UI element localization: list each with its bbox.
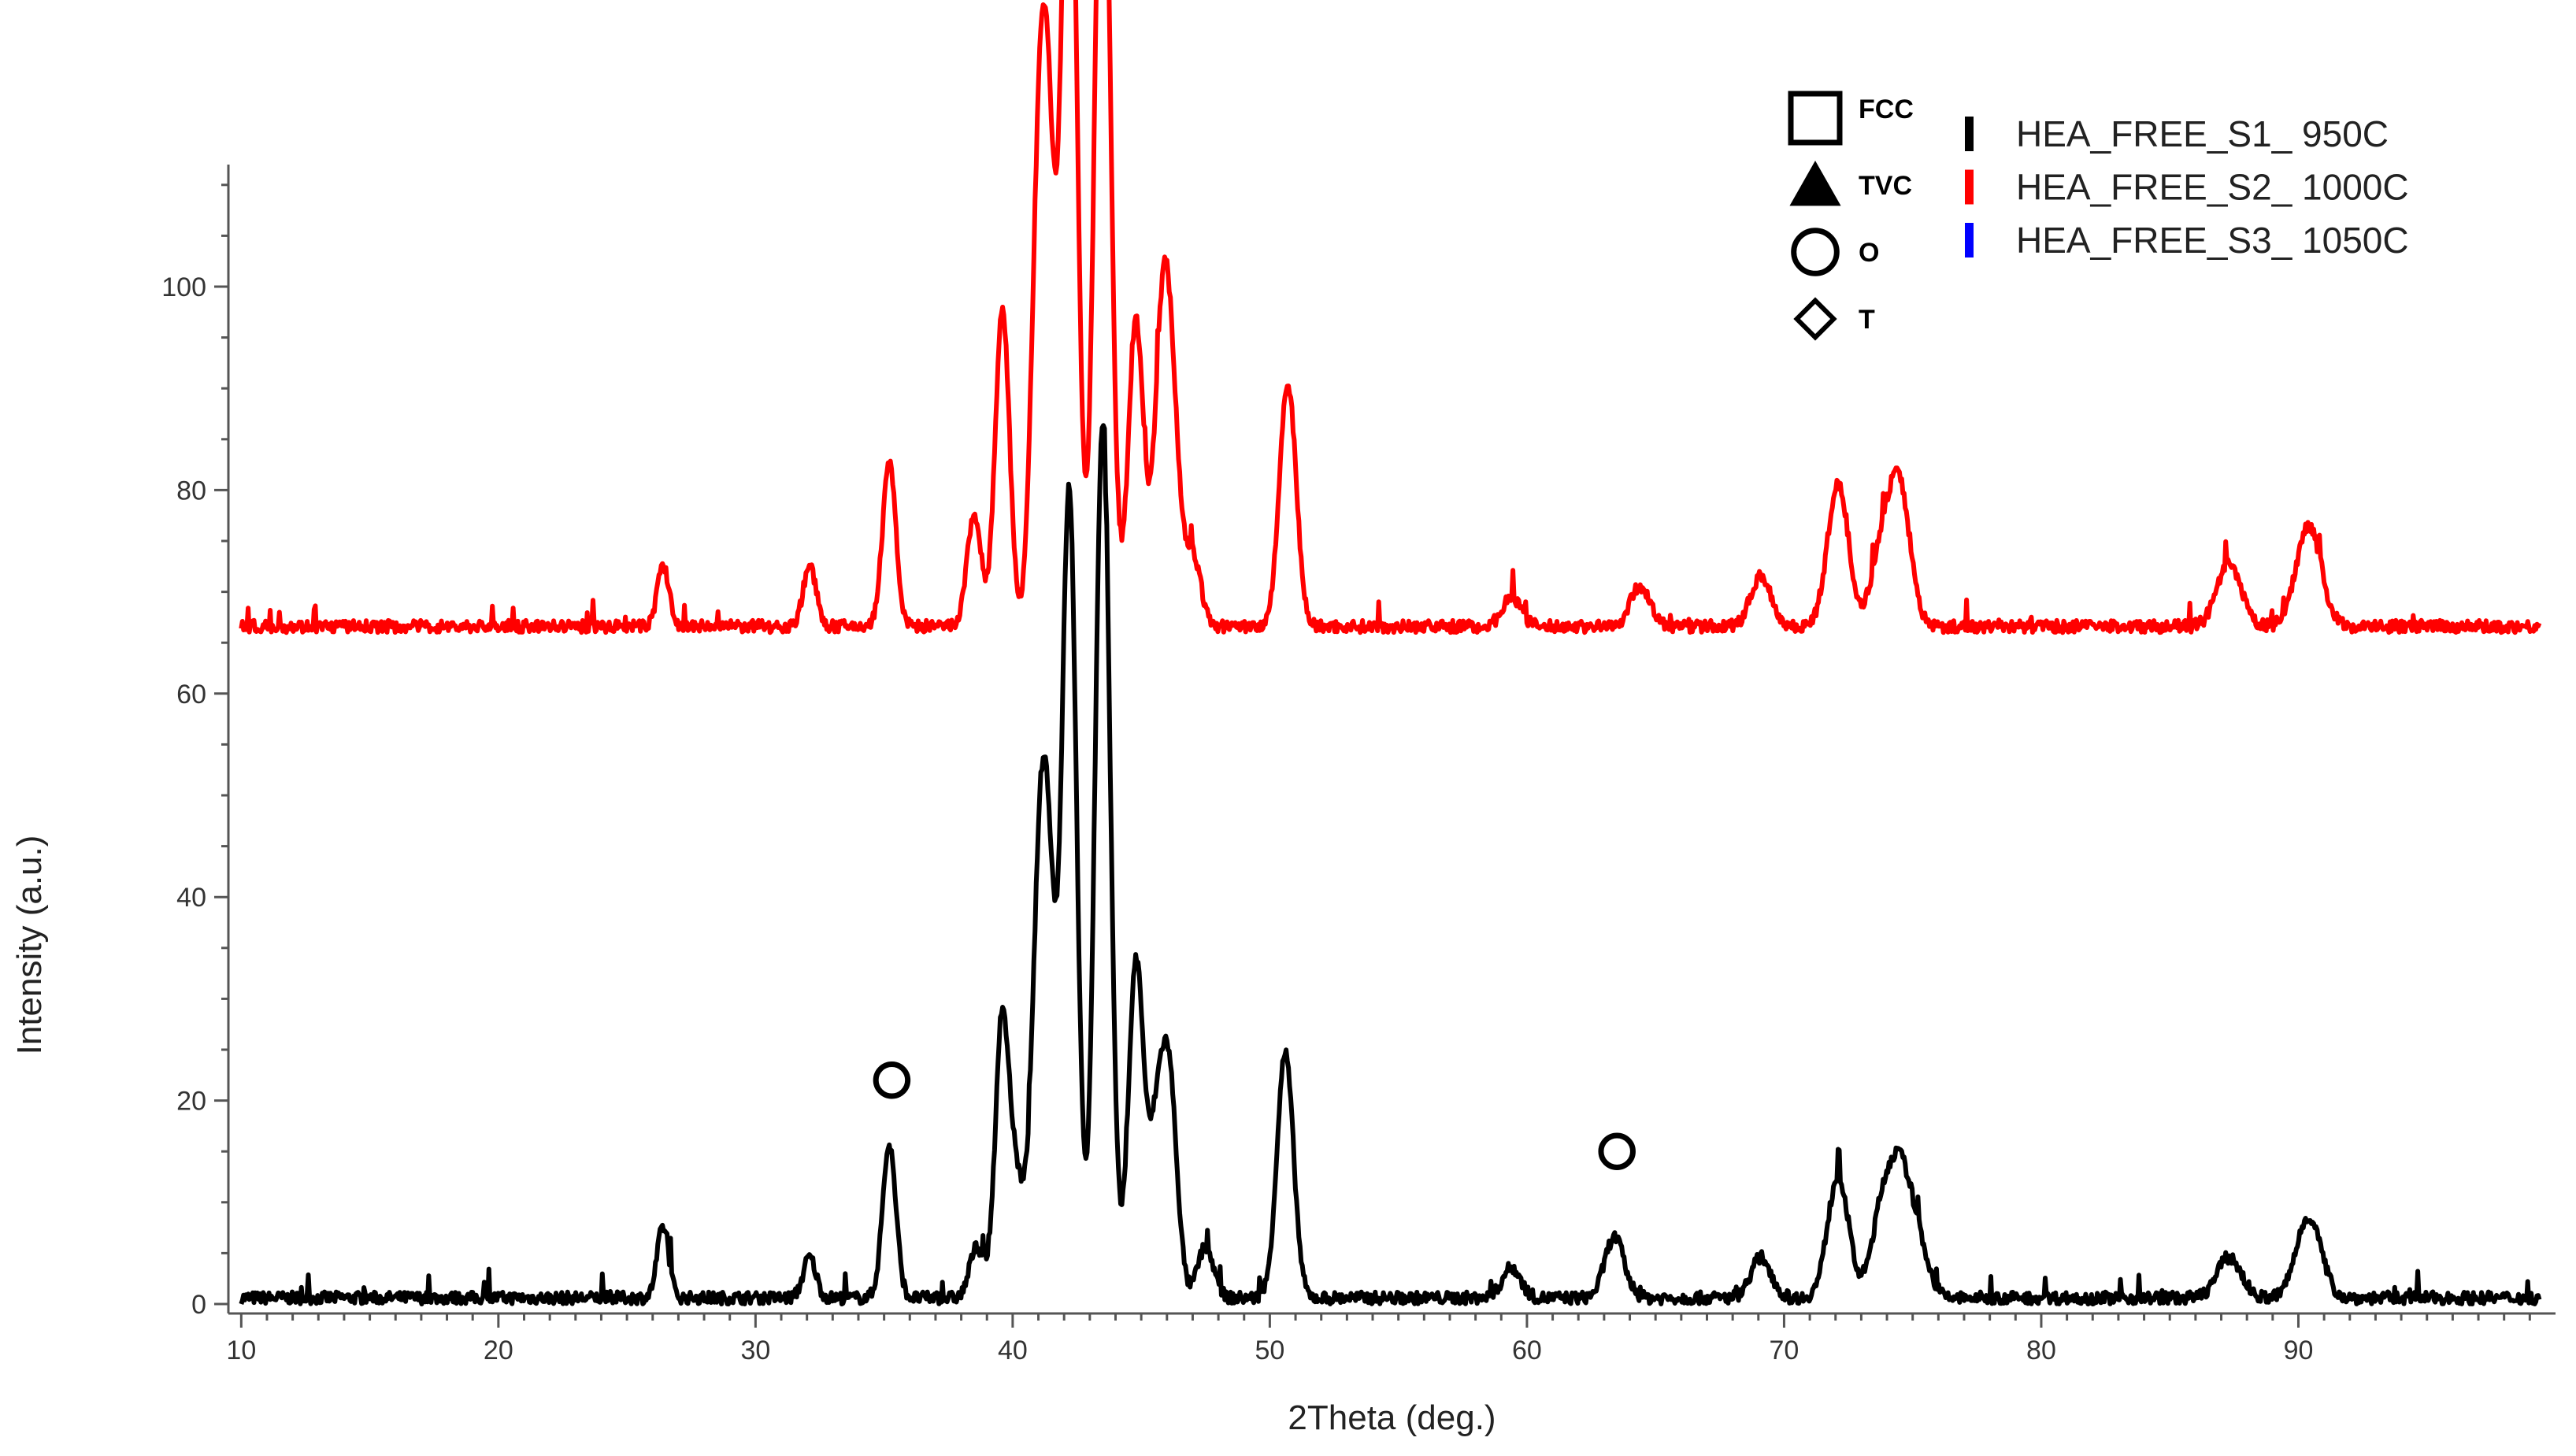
y-tick-label: 80 xyxy=(176,476,206,506)
y-tick-label: 60 xyxy=(176,680,206,709)
circle-phase-marker xyxy=(873,1061,911,1099)
axes: 10 20 30 40 50 60 70 80 90 0 20 40 60 80 100 2Theta (… xyxy=(10,164,2556,1437)
y-tick-label: 20 xyxy=(176,1087,206,1117)
x-tick-label: 70 xyxy=(1770,1336,1799,1365)
x-tick-label: 80 xyxy=(2026,1336,2056,1365)
x-axis-title: 2Theta (deg.) xyxy=(1288,1399,1496,1437)
y-tick-label: 0 xyxy=(191,1290,206,1320)
y-tick-label: 100 xyxy=(161,272,206,302)
legend-series-label-3: HEA_FREE_S3_ 1050C xyxy=(2016,220,2409,261)
series-legend: HEA_FREE_S1_ 950C HEA_FREE_S2_ 1000C HEA_F… xyxy=(1965,113,2409,261)
series-line-2 xyxy=(239,0,2542,635)
legend-series-label-2: HEA_FREE_S2_ 1000C xyxy=(2016,167,2409,208)
x-tick-label: 90 xyxy=(2284,1336,2314,1365)
legend-diamond-symbol xyxy=(1793,297,1837,341)
legend-swatch-3 xyxy=(1965,223,1974,257)
legend-phase-label: T xyxy=(1859,305,1875,335)
legend-phase-label: FCC xyxy=(1859,94,1914,124)
phase-legend: FCC TVC O T xyxy=(1788,91,1914,341)
y-axis-ticks: 0 20 40 60 80 100 xyxy=(161,183,228,1320)
legend-circle-symbol xyxy=(1791,228,1840,276)
y-axis-title: Intensity (a.u.) xyxy=(10,835,49,1055)
legend-swatch-1 xyxy=(1965,117,1974,151)
legend-series-label-1: HEA_FREE_S1_ 950C xyxy=(2016,113,2389,154)
x-tick-label: 20 xyxy=(484,1336,513,1365)
x-axis-ticks: 10 20 30 40 50 60 70 80 90 xyxy=(226,1313,2531,1365)
legend-phase-label: TVC xyxy=(1859,171,1912,201)
x-tick-label: 10 xyxy=(226,1336,256,1365)
series-line-1 xyxy=(239,423,2542,1306)
circle-phase-marker xyxy=(1598,1132,1636,1170)
x-tick-label: 40 xyxy=(998,1336,1028,1365)
phase-markers xyxy=(873,1061,1636,1170)
legend-triangle-symbol xyxy=(1789,161,1841,206)
y-tick-label: 40 xyxy=(176,883,206,913)
diffraction-traces xyxy=(239,0,2542,1306)
x-tick-label: 50 xyxy=(1255,1336,1284,1365)
legend-phase-label: O xyxy=(1859,238,1879,268)
x-tick-label: 30 xyxy=(740,1336,770,1365)
legend-swatch-2 xyxy=(1965,169,1974,205)
x-tick-label: 60 xyxy=(1512,1336,1542,1365)
legend-square-symbol xyxy=(1788,91,1843,146)
